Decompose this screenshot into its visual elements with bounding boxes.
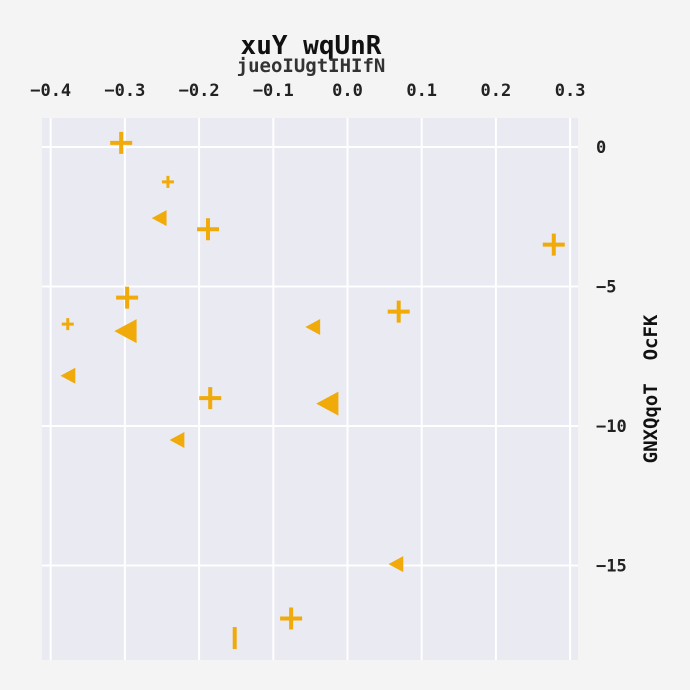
x-tick-label: −0.4	[30, 81, 71, 101]
y-tick-label: −5	[596, 278, 616, 298]
plot-area	[42, 118, 578, 660]
y-tick-label: 0	[596, 138, 606, 158]
data-point-triangle	[316, 391, 339, 416]
data-point-plus	[387, 300, 410, 323]
x-tick-label: 0.0	[332, 81, 363, 101]
x-tick-label: 0.2	[481, 81, 512, 101]
data-point-plus	[61, 318, 74, 331]
grid-lines	[42, 118, 578, 660]
data-point-plus	[116, 286, 139, 309]
x-tick-label: −0.1	[253, 81, 294, 101]
data-point-triangle	[114, 319, 137, 344]
data-point-plus	[161, 175, 174, 188]
chart-subtitle: jueoIUgtIHIfN	[237, 55, 386, 77]
data-point-triangle	[169, 431, 185, 448]
data-point-plus	[280, 607, 303, 630]
x-tick-label: −0.3	[104, 81, 145, 101]
data-point-plus	[197, 218, 220, 241]
data-point-plus	[542, 233, 565, 256]
y-tick-label: −15	[596, 557, 627, 577]
data-point-triangle	[60, 367, 76, 384]
y-axis-label: GNXQqoT OcFK	[640, 314, 662, 463]
x-tick-label: 0.1	[406, 81, 437, 101]
y-tick-label: −10	[596, 417, 627, 437]
data-point-triangle	[388, 556, 404, 573]
data-point-plus	[199, 387, 222, 410]
y-axis-ticks: 0 −5 −10 −15	[596, 138, 627, 577]
data-point-triangle	[305, 318, 321, 335]
data-point-plus	[110, 131, 133, 154]
data-points	[60, 131, 565, 650]
data-point-triangle	[151, 210, 167, 227]
chart-title: xuY wqUnR	[241, 31, 382, 61]
x-tick-label: 0.3	[555, 81, 586, 101]
x-tick-label: −0.2	[179, 81, 220, 101]
x-axis-ticks: −0.4 −0.3 −0.2 −0.1 0.0 0.1 0.2 0.3	[30, 81, 585, 101]
